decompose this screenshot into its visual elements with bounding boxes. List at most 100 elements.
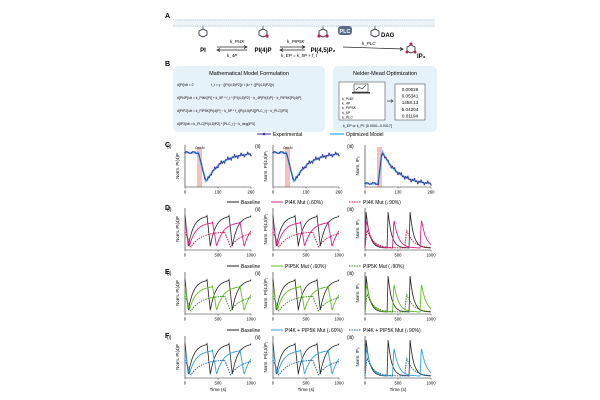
experimental-point bbox=[407, 175, 409, 177]
x-tick-label: 1000 bbox=[246, 381, 256, 386]
x-tick-label: 260 bbox=[428, 190, 436, 195]
species-label: PI(4,5)P₂ bbox=[311, 48, 336, 54]
param-value: 0.00026 bbox=[402, 87, 419, 92]
experimental-point bbox=[194, 151, 196, 153]
x-tick-label: 0 bbox=[272, 317, 275, 322]
equation: d[IP3]/dt = k_PLC[PI(4,5)P2] * [PLC_r] −… bbox=[177, 122, 255, 126]
experimental-point bbox=[338, 155, 340, 157]
experimental-point bbox=[387, 159, 389, 161]
legend-label: PIP5K Mut (↓60%) bbox=[285, 264, 326, 270]
x-tick-label: 130 bbox=[303, 190, 311, 195]
x-tick-label: 500 bbox=[395, 381, 403, 386]
experimental-point bbox=[417, 182, 419, 185]
subpanel-label: (i) bbox=[167, 207, 172, 213]
experimental-point bbox=[243, 156, 246, 158]
subpanel-label: (ii) bbox=[255, 271, 261, 277]
math-box bbox=[173, 66, 325, 132]
experimental-point bbox=[321, 154, 324, 156]
x-axis-label: Time (s) bbox=[390, 387, 407, 392]
x-tick-label: 130 bbox=[215, 190, 223, 195]
panel-e: E Baseline PIP5K Mut (↓60%) PIP5K Mut (↓90%… bbox=[165, 264, 436, 322]
experimental-point bbox=[190, 152, 193, 154]
subplot-c: Oxo-M (ii)Norm. PI(4,5)P₂ 0 130 260 bbox=[255, 144, 343, 195]
species-label: IP₃ bbox=[417, 54, 426, 60]
experimental-point bbox=[285, 152, 287, 155]
subpanel-label: (ii) bbox=[255, 144, 261, 150]
equation: d[PIP2]/dt = k_PIP5K[PI(4)P] − k_5P * f_… bbox=[177, 109, 288, 113]
experimental-point bbox=[210, 174, 213, 176]
mutant-60-line bbox=[272, 284, 340, 311]
panel-f: F Baseline PI4K + PIP5K Mut (↓60%) PI4K + P… bbox=[165, 328, 436, 392]
experimental-point bbox=[207, 176, 209, 178]
subpanel-label: (iii) bbox=[347, 144, 354, 150]
x-tick-label: 0 bbox=[184, 317, 187, 322]
panel-letter: D bbox=[165, 205, 170, 212]
subplot: (iii) Norm. IP₃ 0 500 1000 Time (s) bbox=[347, 335, 436, 392]
range-note: k_EP or k_PI: [0.0001–0.0317] bbox=[343, 124, 392, 128]
figure: A PLC bbox=[165, 0, 437, 400]
subplot: (i)Norm. PI(4)P 0 500 1000 bbox=[167, 271, 256, 322]
experimental-point bbox=[423, 183, 426, 186]
x-tick-label: 1000 bbox=[334, 253, 344, 258]
param-value: 0.05341 bbox=[402, 94, 419, 99]
y-axis-label: Norm. PI(4)P bbox=[175, 153, 180, 179]
experimental-point bbox=[282, 151, 284, 153]
experimental-point bbox=[328, 152, 330, 154]
mutant-90-line bbox=[364, 228, 432, 249]
x-tick-label: 260 bbox=[336, 190, 344, 195]
panel-letter: C bbox=[165, 142, 170, 149]
inositol-hexagon-icon bbox=[198, 26, 208, 38]
experimental-point bbox=[197, 152, 199, 155]
equation: d[PI4P]/dt = k_PI4K[PI] + k_5P * f_t * [… bbox=[177, 96, 301, 100]
experimental-point bbox=[214, 166, 216, 168]
legend: Baseline PI4K Mut (↓60%) PI4K Mut (↓90%) bbox=[227, 200, 401, 206]
x-tick-label: 500 bbox=[303, 381, 311, 386]
subpanel-label: (iii) bbox=[347, 271, 354, 277]
pip2-hexagon-icon bbox=[317, 26, 329, 38]
rate-label: k_PIP5K bbox=[287, 39, 306, 44]
experimental-point bbox=[237, 157, 239, 159]
experimental-point bbox=[247, 151, 249, 154]
y-axis-label: Norm. PI(4)P bbox=[175, 216, 180, 242]
experimental-point bbox=[403, 178, 406, 180]
experimental-point bbox=[278, 152, 281, 154]
experimental-point bbox=[227, 156, 229, 158]
legend-label: Baseline bbox=[241, 200, 260, 206]
experimental-point bbox=[331, 156, 334, 158]
x-tick-label: 1000 bbox=[426, 381, 436, 386]
y-axis-label: Norm. IP₃ bbox=[355, 347, 360, 366]
mutant-90-line bbox=[184, 231, 252, 248]
species-label: PI(4)P bbox=[254, 48, 271, 54]
param-label: k_PLC bbox=[342, 115, 353, 119]
x-tick-label: 500 bbox=[303, 253, 311, 258]
experimental-point bbox=[315, 156, 317, 158]
experimental-point bbox=[400, 172, 402, 174]
pi4p-hexagon-icon bbox=[258, 26, 269, 38]
x-tick-label: 500 bbox=[215, 253, 223, 258]
experimental-point bbox=[318, 159, 320, 161]
experimental-point bbox=[250, 155, 252, 157]
subpanel-label: (ii) bbox=[255, 207, 261, 213]
x-tick-label: 0 bbox=[364, 317, 367, 322]
plc-label: PLC bbox=[340, 29, 351, 35]
panel-c: C Experimental Optimized Model Oxo-M(i)N… bbox=[165, 132, 435, 195]
subplot: (i)Norm. PI(4)P 0 500 1000 bbox=[167, 207, 256, 258]
param-label: k_5P bbox=[342, 111, 351, 115]
x-tick-label: 500 bbox=[215, 317, 223, 322]
legend-label: PI4K + PIP5K Mut (↓60%) bbox=[285, 328, 343, 334]
panel-c-plots: Oxo-M(i)Norm. PI(4)P0 130 260Oxo-M(ii)Norm… bbox=[167, 144, 435, 195]
mutant-90-line bbox=[184, 359, 252, 376]
x-axis-label: Time (s) bbox=[210, 387, 227, 392]
legend-label: Baseline bbox=[241, 328, 260, 334]
math-box-title: Mathematical Model Formulation bbox=[209, 71, 289, 77]
experimental-point bbox=[367, 182, 369, 184]
experimental-point bbox=[364, 182, 366, 185]
subpanel-label: (i) bbox=[167, 144, 172, 150]
experimental-point bbox=[233, 154, 236, 156]
x-tick-label: 1000 bbox=[334, 381, 344, 386]
ip3-hexagon-icon bbox=[405, 42, 417, 54]
x-tick-label: 1000 bbox=[426, 317, 436, 322]
experimental-point bbox=[204, 177, 206, 180]
